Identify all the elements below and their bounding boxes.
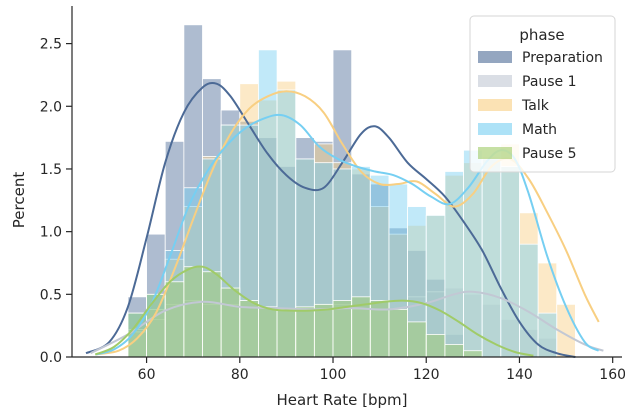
histogram-bar <box>295 306 315 358</box>
legend-item: Talk <box>478 98 550 114</box>
kde-line-pause-5 <box>94 265 534 357</box>
histogram-bar <box>313 303 334 358</box>
series-pause-5-bars <box>127 266 483 358</box>
histogram-bar <box>183 266 203 358</box>
legend-label: Talk <box>521 98 550 114</box>
histogram-bar <box>519 243 539 358</box>
histogram-bar <box>444 344 464 358</box>
legend-title: phase <box>519 26 564 44</box>
histogram-bar <box>500 166 520 358</box>
histogram-bar <box>202 271 222 358</box>
legend-label: Pause 5 <box>522 146 577 162</box>
y-tick-label: 2.0 <box>40 99 62 115</box>
histogram-bar <box>164 281 185 358</box>
legend-swatch <box>478 51 512 63</box>
legend-swatch <box>478 75 512 87</box>
legend-item: Pause 1 <box>478 74 577 90</box>
x-tick-label: 60 <box>138 367 156 383</box>
histogram-bar <box>258 306 278 358</box>
y-tick-label: 1.5 <box>40 162 62 178</box>
histogram-bar <box>463 350 483 358</box>
histogram-bar <box>239 300 259 358</box>
legend-swatch <box>478 147 512 159</box>
kde-line-preparation <box>85 82 576 358</box>
legend-label: Preparation <box>522 50 603 66</box>
series-math-bars <box>127 49 558 358</box>
y-tick-label: 0.5 <box>40 287 62 303</box>
x-tick-label: 100 <box>320 367 347 383</box>
kde-line-pause-1 <box>90 290 604 355</box>
legend-item: Preparation <box>478 50 603 66</box>
x-tick-label: 160 <box>599 367 625 383</box>
legend-item: Math <box>478 122 557 138</box>
legend-item: Pause 5 <box>478 146 577 162</box>
x-tick-label: 140 <box>506 367 533 383</box>
x-tick-label: 80 <box>231 367 249 383</box>
x-axis-label: Heart Rate [bpm] <box>276 391 407 409</box>
histogram-bar <box>146 293 166 358</box>
legend-items: Preparation Pause 1 Talk Math Pause 5 <box>478 50 603 162</box>
histogram-bar <box>407 321 427 358</box>
y-axis-label: Percent <box>10 172 28 229</box>
y-tick-label: 1.0 <box>40 225 62 241</box>
y-tick-label: 0.0 <box>40 350 62 366</box>
histogram-bar <box>481 158 502 358</box>
legend-label: Math <box>522 122 557 138</box>
legend-swatch <box>478 99 512 111</box>
histogram-bar <box>388 308 408 358</box>
legend-swatch <box>478 123 512 135</box>
y-tick-label: 2.5 <box>40 37 62 53</box>
histogram-bar <box>425 334 446 358</box>
histogram-bar <box>220 287 241 358</box>
x-tick-label: 120 <box>413 367 440 383</box>
legend-label: Pause 1 <box>522 74 577 90</box>
axes: 60 80 100 120 140 160 0.0 0.5 1.0 1.5 2.0 2.5 <box>40 6 625 383</box>
histogram-bar <box>276 308 297 358</box>
legend: phase Preparation Pause 1 Talk Math Pause 5 <box>469 15 616 173</box>
